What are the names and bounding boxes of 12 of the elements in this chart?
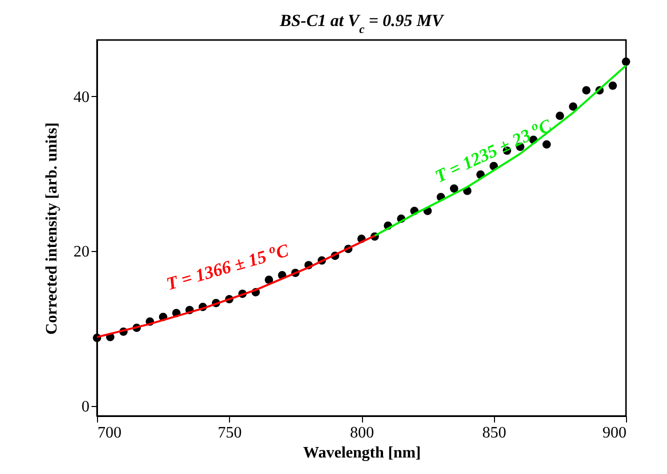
x-axis-title: Wavelength [nm]: [303, 444, 421, 462]
x-tick-label: 900: [602, 424, 626, 442]
x-tick-label: 700: [98, 424, 122, 442]
x-tick-label: 850: [482, 424, 506, 442]
x-tick-label: 800: [350, 424, 374, 442]
y-axis-title: Corrected intensity [arb. units]: [44, 122, 60, 335]
y-tick-label: 20: [74, 244, 90, 261]
x-tick-label: 750: [218, 424, 242, 442]
y-tick-label: 0: [82, 398, 90, 416]
chart-title: BS-C1 at V$_{c}$ = 0.95 MV: [278, 11, 445, 36]
y-tick-label: 40: [74, 88, 90, 106]
annotation: T = 1366 ± 15 $^{o}$C: [164, 240, 292, 294]
